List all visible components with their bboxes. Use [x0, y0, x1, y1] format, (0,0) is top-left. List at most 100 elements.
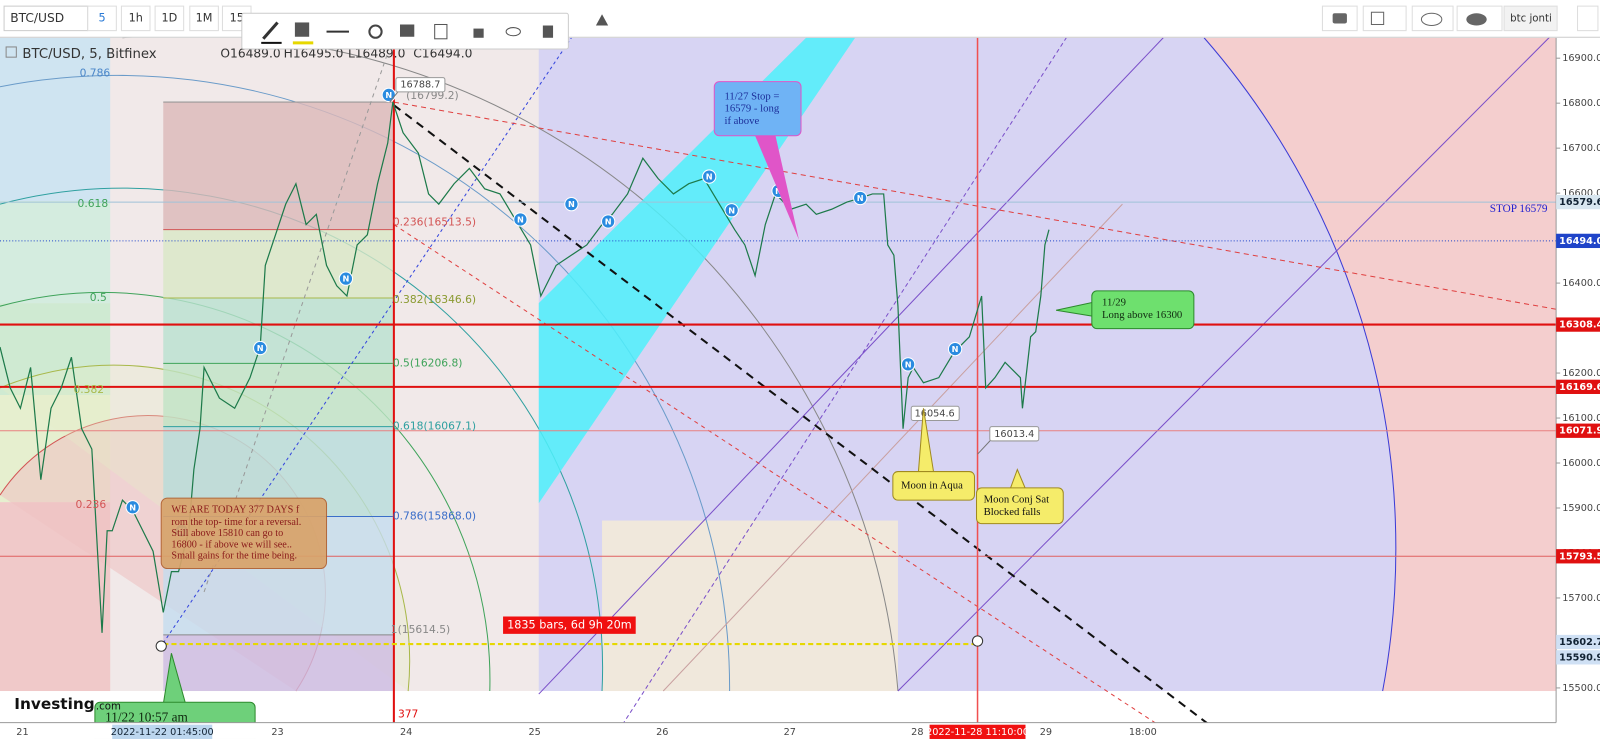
price-tag-text: 16071.9 — [1559, 426, 1600, 437]
time-tick-label: 26 — [656, 727, 668, 738]
note-text: Still above 15810 can go to — [171, 528, 283, 539]
cursor-label — [112, 724, 213, 739]
trend-line — [393, 101, 1557, 310]
symbol-input[interactable] — [3, 5, 89, 32]
price-path — [0, 101, 1050, 633]
collapse-icon[interactable] — [5, 46, 17, 58]
trend-line — [162, 37, 572, 644]
fib-label: 0.236 — [76, 498, 107, 511]
alert-button[interactable] — [595, 14, 609, 26]
lock-button[interactable] — [473, 28, 484, 38]
time-tick-label: 23 — [271, 727, 283, 738]
news-marker[interactable] — [901, 357, 916, 372]
interval-buttons: 5 1h 1D 1M 15 — [87, 5, 252, 32]
news-marker-text: N — [517, 214, 524, 224]
note-callout — [160, 497, 328, 570]
clone-button[interactable] — [434, 23, 448, 40]
user-button[interactable] — [1503, 5, 1558, 32]
fill-button[interactable] — [294, 22, 310, 37]
line — [897, 30, 1557, 692]
price-tags: 16579.6 16494.0 16308.4 16169.6 16071.9 15793… — [1556, 194, 1600, 665]
news-marker[interactable] — [564, 196, 579, 212]
note-text: Moon in Aqua — [901, 479, 963, 491]
arc — [0, 74, 731, 692]
fullscreen-button[interactable] — [1577, 5, 1599, 32]
news-marker[interactable] — [513, 212, 528, 227]
price-callout — [395, 77, 446, 93]
time-count: 377 — [398, 707, 418, 720]
fib-band — [0, 303, 111, 396]
interval-button[interactable] — [120, 5, 151, 32]
visibility-button[interactable] — [505, 27, 521, 37]
note-text: Small gains for the time being. — [171, 551, 297, 562]
news-marker[interactable] — [125, 500, 140, 515]
note-text: 16579 - long — [724, 103, 779, 115]
symbol: BTC/USD — [10, 11, 64, 25]
cursor-label — [929, 724, 1026, 739]
interval-button[interactable] — [189, 5, 219, 32]
legend-close: C16494.0 — [413, 47, 472, 61]
layer-button[interactable] — [399, 24, 415, 37]
news-marker-text: N — [952, 344, 959, 354]
measure-text: 1835 bars, 6d 9h 20m — [507, 619, 632, 632]
note-text: Blocked falls — [984, 506, 1041, 518]
line — [538, 37, 1164, 695]
note-text: 11/29 — [1102, 297, 1126, 309]
price-ticks: 16900.016800.016700.016600.016500.016400… — [1556, 53, 1600, 694]
news-marker-text: N — [129, 502, 136, 512]
news-marker[interactable] — [253, 340, 268, 356]
news-marker[interactable] — [947, 341, 963, 357]
logo: Investing — [14, 695, 94, 713]
legend-low: L16489.0 — [348, 47, 405, 61]
price-tag — [1556, 194, 1600, 210]
settings-button[interactable] — [368, 24, 383, 39]
news-marker[interactable] — [702, 169, 717, 184]
load-button[interactable] — [1411, 5, 1454, 32]
fib-label: 0.5(16206.8) — [393, 356, 463, 369]
note-callout — [976, 487, 1064, 525]
news-marker-text: N — [568, 199, 575, 209]
price-tag-text: 15793.5 — [1559, 551, 1600, 562]
news-marker-text: N — [857, 193, 864, 203]
legend-title: BTC/USD, 5, Bitfinex — [22, 47, 156, 62]
template-button[interactable] — [1362, 5, 1407, 32]
anchor — [155, 640, 167, 652]
note-text: if above — [724, 115, 759, 127]
news-marker-text: N — [905, 359, 912, 369]
time-axis — [0, 722, 1557, 739]
price-tag — [1556, 233, 1600, 249]
news-marker[interactable] — [724, 203, 739, 218]
price-tick-label: 15700.0 — [1562, 593, 1600, 604]
time-tick-label: 18:00 — [1129, 727, 1157, 738]
note-callout — [1091, 290, 1195, 330]
icon — [1420, 12, 1443, 27]
price-tag — [1556, 379, 1600, 394]
price-tag-text: 16579.6 — [1559, 197, 1600, 208]
fib-label: 0.786 — [80, 66, 111, 79]
note-text: 11/22 10:57 am — [105, 710, 188, 725]
time-tick-label: 28 — [911, 727, 923, 738]
news-marker[interactable] — [338, 271, 354, 286]
time-tick-label: 25 — [529, 727, 541, 738]
time-tick-label: 29 — [1040, 727, 1052, 738]
drawing-toolbar — [241, 12, 609, 50]
interval-button[interactable] — [87, 5, 117, 32]
interval-label: 5 — [98, 11, 105, 24]
note-callout — [713, 81, 802, 137]
news-marker[interactable] — [853, 190, 868, 206]
line — [662, 203, 1123, 692]
cursor-text: 2022-11-28 11:10:00 — [926, 727, 1029, 738]
stop-label: STOP 16579 — [1490, 203, 1548, 215]
interval-button[interactable] — [154, 5, 185, 32]
icon — [262, 21, 279, 40]
price-tag — [1556, 317, 1600, 332]
delete-button[interactable] — [542, 25, 554, 38]
news-marker[interactable] — [601, 214, 616, 229]
price-tag-text: 16169.6 — [1559, 382, 1600, 393]
price-tick-label: 15900.0 — [1562, 503, 1600, 514]
icon — [1370, 11, 1385, 26]
news-marker-text: N — [728, 205, 735, 215]
trend-line — [393, 224, 1159, 726]
fib-label: 0.382(16346.6) — [393, 293, 476, 306]
